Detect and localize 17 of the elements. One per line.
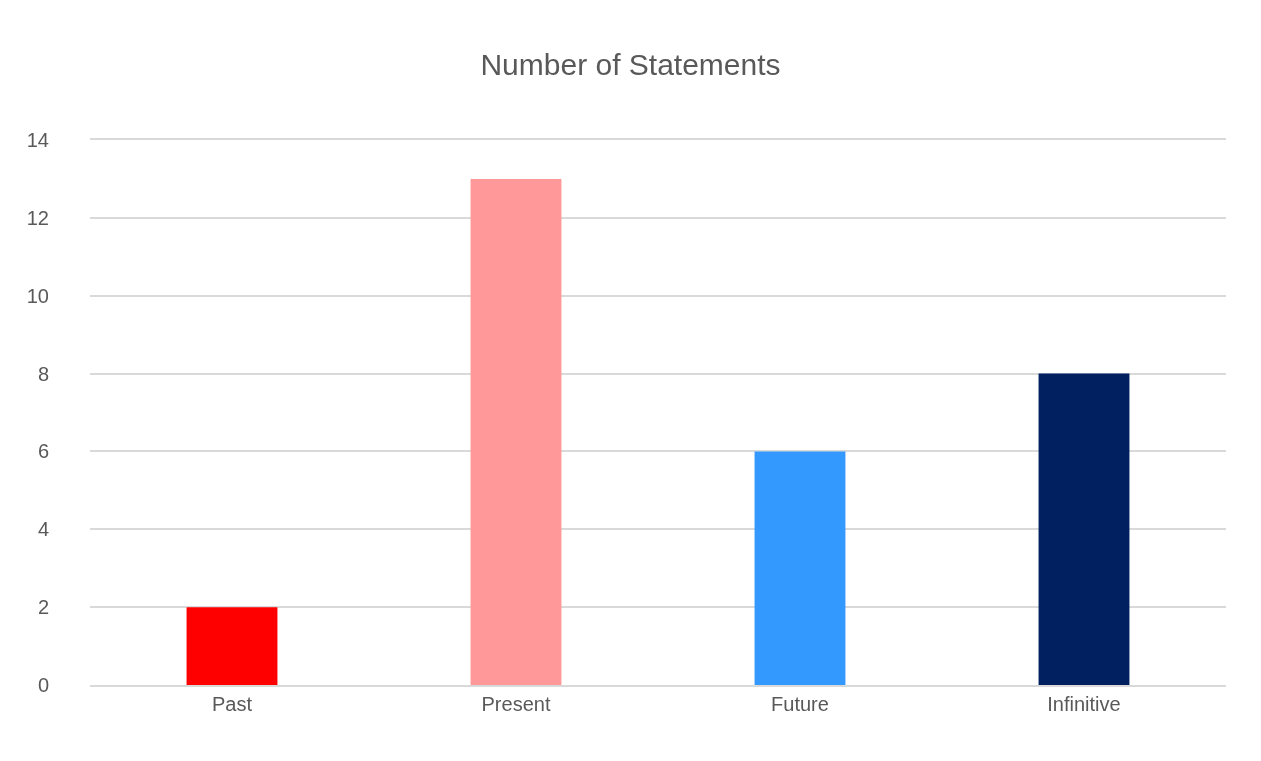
y-tick-label: 2 — [37, 596, 49, 619]
bar — [470, 178, 562, 685]
bar — [1038, 373, 1130, 685]
x-tick-label: Infinitive — [1047, 693, 1121, 715]
y-tick-label: 0 — [37, 674, 49, 696]
y-tick-label: 14 — [26, 129, 49, 151]
y-tick-label: 8 — [37, 362, 49, 385]
bar — [186, 607, 278, 685]
x-tick-label: Future — [771, 693, 829, 715]
bar — [754, 451, 846, 685]
x-tick-label: Past — [211, 693, 253, 715]
x-tick-label: Present — [481, 693, 551, 715]
chart-title: Number of Statements — [480, 48, 781, 82]
y-tick-label: 10 — [26, 284, 49, 307]
y-tick-label: 4 — [37, 518, 49, 541]
y-tick-label: 12 — [26, 206, 49, 229]
y-tick-label: 6 — [37, 440, 49, 463]
